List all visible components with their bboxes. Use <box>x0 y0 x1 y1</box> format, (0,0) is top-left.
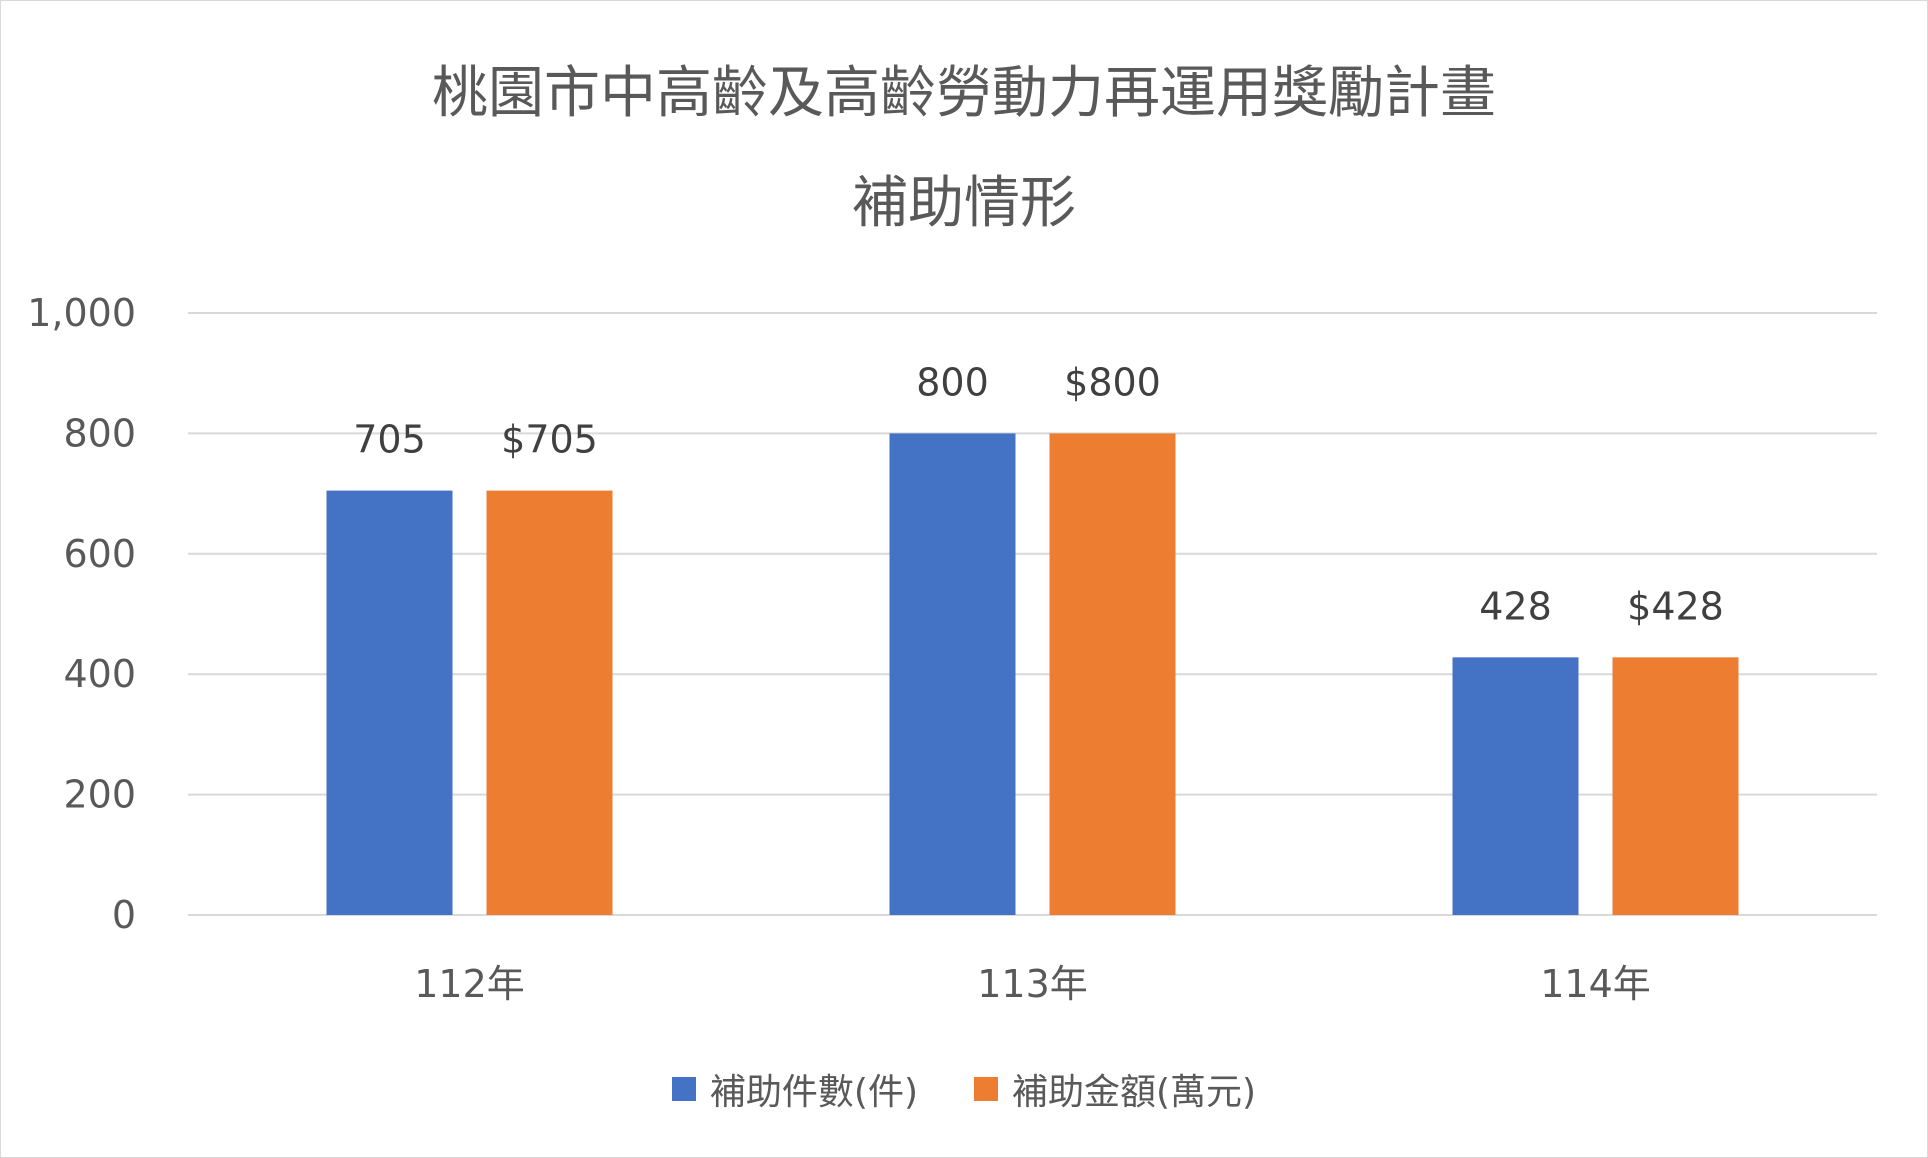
x-tick-label: 112年 <box>414 962 525 1006</box>
legend-item-series-1: 補助件數(件) <box>671 1063 918 1115</box>
legend-label-series-1: 補助件數(件) <box>709 1072 918 1113</box>
bar-2-1 <box>486 490 613 915</box>
x-tick-label: 113年 <box>977 962 1088 1006</box>
y-tick-label: 400 <box>63 652 136 696</box>
bar-2-3 <box>1612 657 1739 915</box>
y-tick-label: 1,000 <box>27 291 136 335</box>
y-axis-ticks: 0 200 400 600 800 1,000 <box>27 291 136 937</box>
y-tick-label: 800 <box>63 411 136 455</box>
bar-1-1 <box>326 490 453 915</box>
data-label-1-3: 428 <box>1479 584 1552 628</box>
gridlines <box>188 312 1877 916</box>
y-tick-label: 200 <box>63 773 136 817</box>
legend-swatch-series-1 <box>671 1077 696 1101</box>
data-label-2-1: $705 <box>501 418 598 462</box>
data-label-2-2: $800 <box>1064 360 1161 404</box>
x-axis-ticks: 112年 113年 114年 <box>414 962 1651 1006</box>
bar-1-3 <box>1452 657 1579 915</box>
bars <box>326 433 1739 915</box>
x-tick-label: 114年 <box>1540 962 1651 1006</box>
chart-title: 桃園市中高齡及高齡勞動力再運用獎勵計畫 <box>432 61 1496 126</box>
legend-label-series-2: 補助金額(萬元) <box>1012 1072 1257 1113</box>
legend-swatch-series-2 <box>974 1077 998 1101</box>
legend-item-series-2: 補助金額(萬元) <box>974 1063 1256 1115</box>
data-label-2-3: $428 <box>1627 584 1724 628</box>
data-labels: 705 $705 800 $800 428 $428 <box>353 360 1724 628</box>
bar-1-2 <box>889 433 1016 915</box>
bar-2-2 <box>1049 433 1176 915</box>
chart-subtitle: 補助情形 <box>852 171 1076 236</box>
data-label-1-2: 800 <box>916 360 989 404</box>
legend: 補助件數(件) 補助金額(萬元) <box>0 1063 1928 1115</box>
y-tick-label: 0 <box>112 893 136 937</box>
y-tick-label: 600 <box>63 532 136 576</box>
data-label-1-1: 705 <box>353 418 426 462</box>
